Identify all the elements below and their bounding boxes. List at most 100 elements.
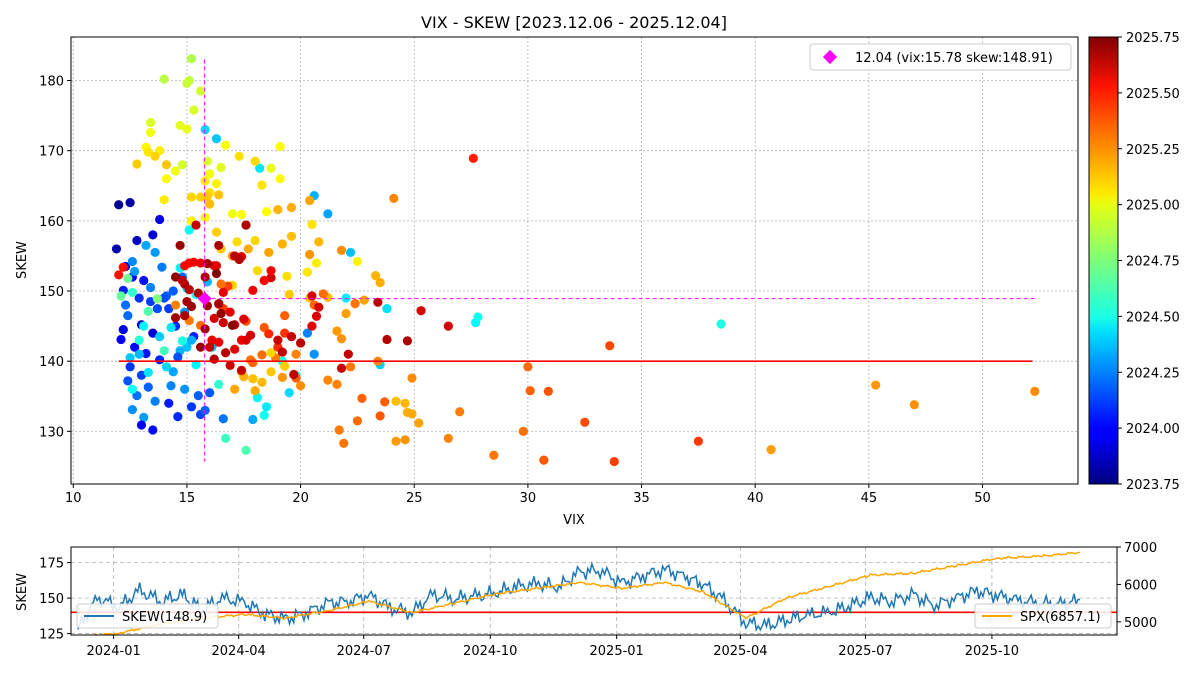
scatter-point [543, 386, 553, 396]
sub-y-axis-label: SKEW [15, 573, 30, 611]
scatter-point [443, 433, 453, 443]
colorbar-tick-label: 2025.25 [1126, 143, 1180, 158]
scatter-point [193, 288, 203, 298]
scatter-point [250, 235, 260, 246]
scatter-point [218, 318, 228, 328]
scatter-point [150, 396, 160, 406]
y-tick-label: 140 [39, 355, 64, 370]
scatter-point [195, 342, 206, 352]
scatter-point [357, 393, 367, 403]
scatter-point [339, 438, 349, 448]
scatter-point [257, 180, 267, 190]
y-tick-label: 150 [39, 285, 64, 300]
sub-x-tick-label: 2024-07 [337, 644, 391, 659]
scatter-point [164, 303, 174, 314]
scatter-point [216, 162, 226, 173]
scatter-point [407, 373, 417, 383]
scatter-point [264, 247, 274, 258]
scatter-point [371, 270, 381, 281]
scatter-point [164, 398, 174, 408]
scatter-point [230, 344, 240, 354]
scatter-point [161, 160, 172, 170]
scatter-point [289, 369, 299, 380]
scatter-point [177, 336, 187, 346]
scatter-point [252, 393, 262, 403]
highlight-diamond-icon [822, 49, 838, 65]
skew-legend-label: SKEW(148.9) [122, 610, 207, 625]
scatter-point [150, 247, 160, 258]
scatter-point [189, 257, 199, 267]
scatter-point [205, 199, 215, 209]
scatter-point [211, 261, 222, 271]
scatter-point [170, 300, 181, 310]
scatter-point [132, 159, 142, 169]
scatter-point [489, 450, 499, 460]
scatter-point [282, 271, 292, 281]
scatter-point [175, 120, 185, 131]
scatter-point [257, 350, 267, 360]
scatter-point [343, 349, 353, 359]
y-axis-label: SKEW [15, 241, 30, 279]
scatter-point [232, 237, 242, 247]
scatter-point [259, 275, 269, 286]
sub-x-tick-label: 2024-04 [212, 644, 266, 659]
scatter-point [314, 237, 324, 247]
scatter-point [236, 209, 247, 220]
scatter-point [261, 207, 272, 217]
scatter-point [134, 349, 144, 359]
scatter-point [180, 310, 190, 321]
x-tick-label: 30 [520, 491, 537, 506]
scatter-point [311, 258, 322, 268]
scatter-point [336, 334, 347, 344]
spx-series-line [81, 551, 1080, 635]
scatter-point [139, 275, 149, 286]
scatter-point [220, 348, 231, 358]
scatter-point [252, 266, 262, 276]
highlight-legend: 12.04 (vix:15.78 skew:148.91) [809, 43, 1072, 71]
sub-y-left-tick-label: 175 [39, 557, 64, 572]
x-tick-label: 40 [747, 491, 764, 506]
scatter-point [184, 285, 194, 295]
colorbar-tick-label: 2024.75 [1126, 255, 1180, 270]
scatter-point [266, 163, 276, 173]
scatter-point [159, 195, 169, 205]
legend-box [809, 43, 1072, 71]
scatter-point [359, 295, 369, 305]
scatter-point [286, 231, 297, 241]
scatter-point [345, 362, 356, 372]
scatter-point [168, 367, 178, 377]
scatter-point [307, 291, 317, 301]
scatter-point [130, 342, 140, 352]
colorbar [1088, 36, 1119, 485]
scatter-point [209, 313, 219, 323]
scatter-point [352, 416, 363, 426]
scatter-point [336, 363, 347, 373]
scatter-point [205, 169, 215, 179]
scatter-point [234, 254, 244, 265]
scatter-point [173, 352, 183, 362]
scatter-point [525, 386, 535, 396]
scatter-point [345, 247, 356, 258]
scatter-point [257, 377, 267, 387]
scatter-point [264, 329, 274, 339]
spx-legend-label: SPX(6857.1) [1020, 610, 1101, 625]
scatter-point [323, 375, 333, 385]
scatter-point [277, 372, 288, 382]
scatter-point [455, 407, 465, 417]
scatter-point [284, 388, 294, 398]
scatter-point [118, 262, 128, 272]
scatter-point [159, 346, 169, 356]
scatter-point [145, 118, 156, 128]
skew-legend: SKEW(148.9) [76, 603, 219, 629]
scatter-point [143, 147, 153, 157]
scatter-point [225, 307, 235, 317]
scatter-point [318, 289, 328, 299]
scatter-point [314, 302, 324, 312]
scatter-point [211, 134, 222, 144]
scatter-point [766, 445, 776, 455]
scatter-point [186, 192, 197, 202]
spx-legend-box [974, 603, 1112, 629]
scatter-point [114, 200, 124, 210]
scatter-point [152, 303, 162, 314]
colorbar-tick-label: 2024.50 [1126, 310, 1180, 325]
